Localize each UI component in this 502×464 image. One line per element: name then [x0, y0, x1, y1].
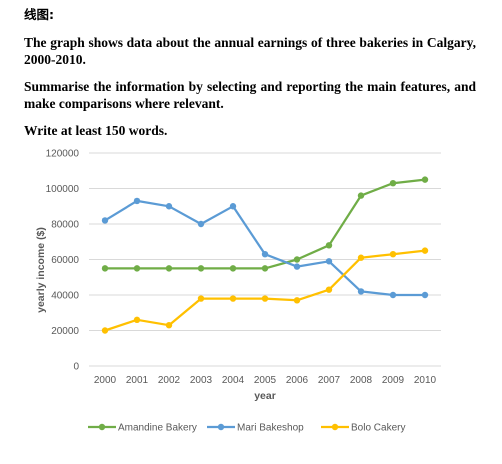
data-point — [325, 258, 333, 265]
x-tick-label: 2005 — [254, 375, 277, 386]
data-point — [389, 250, 397, 258]
data-point — [133, 265, 141, 272]
y-tick-label: 80000 — [51, 220, 79, 231]
y-tick-label: 100000 — [46, 184, 80, 195]
series-line-1 — [104, 199, 425, 297]
legend-label: Mari Bakeshop — [237, 423, 304, 434]
y-tick-label: 60000 — [51, 255, 79, 266]
x-tick-label: 2008 — [350, 375, 373, 386]
data-point — [133, 197, 141, 205]
data-point — [389, 179, 397, 187]
data-point — [133, 316, 141, 324]
task-instruction: Summarise the information by selecting a… — [24, 79, 476, 111]
data-point — [229, 295, 237, 302]
legend-label: Bolo Cakery — [351, 423, 405, 434]
x-tick-label: 2007 — [318, 375, 341, 386]
data-point — [101, 265, 109, 272]
section-heading: 线图: — [24, 7, 54, 22]
data-point — [165, 203, 173, 210]
data-point — [261, 250, 269, 258]
x-tick-label: 2002 — [158, 375, 181, 386]
data-point — [357, 288, 365, 295]
legend-label: Amandine Bakery — [118, 423, 197, 434]
data-point — [165, 321, 173, 329]
y-tick-label: 120000 — [46, 149, 80, 160]
data-point — [261, 265, 269, 272]
y-tick-label: 40000 — [51, 291, 79, 302]
data-point — [325, 242, 333, 249]
series-layer — [101, 176, 429, 334]
legend-marker — [98, 423, 106, 431]
x-tick-label: 2006 — [286, 375, 309, 386]
data-point — [229, 265, 237, 272]
legend: Amandine Bakery Mari Bakeshop Bolo Cakery — [88, 423, 405, 434]
task-description: The graph shows data about the annual ea… — [24, 35, 476, 67]
data-point — [421, 247, 429, 254]
data-point — [325, 286, 333, 293]
data-point — [261, 295, 269, 302]
data-point — [421, 176, 429, 183]
data-point — [197, 220, 205, 228]
gridlines — [89, 152, 441, 367]
y-tick-label: 20000 — [51, 326, 79, 337]
x-tick-label: 2003 — [190, 375, 213, 386]
series-line-2 — [104, 249, 426, 332]
data-point — [357, 254, 365, 261]
data-point — [293, 263, 301, 270]
x-tick-label: 2004 — [222, 375, 245, 386]
x-tick-label: 2000 — [94, 375, 117, 386]
word-requirement: Write at least 150 words. — [24, 123, 168, 138]
x-tick-label: 2009 — [382, 375, 405, 386]
data-point — [165, 265, 173, 272]
legend-marker — [331, 423, 339, 431]
data-point — [357, 192, 365, 199]
y-axis-ticks: 0 20000 40000 60000 80000 100000 120000 — [46, 149, 80, 373]
data-point — [389, 291, 397, 299]
y-tick-label: 0 — [73, 362, 79, 373]
data-point — [293, 297, 301, 304]
data-point — [197, 265, 205, 272]
legend-marker — [217, 423, 225, 431]
x-tick-label: 2010 — [414, 375, 437, 386]
y-axis-title: yearly income ($) — [35, 227, 47, 313]
data-point — [421, 291, 429, 299]
data-point — [229, 203, 237, 210]
x-tick-label: 2001 — [126, 375, 149, 386]
data-point — [293, 256, 301, 263]
x-axis-title: year — [254, 390, 276, 402]
data-point — [101, 217, 109, 224]
data-point — [197, 295, 205, 302]
x-axis-ticks: 2000 2001 2002 2003 2004 2005 2006 2007 2008 2009… — [94, 375, 437, 386]
data-point — [101, 327, 109, 334]
